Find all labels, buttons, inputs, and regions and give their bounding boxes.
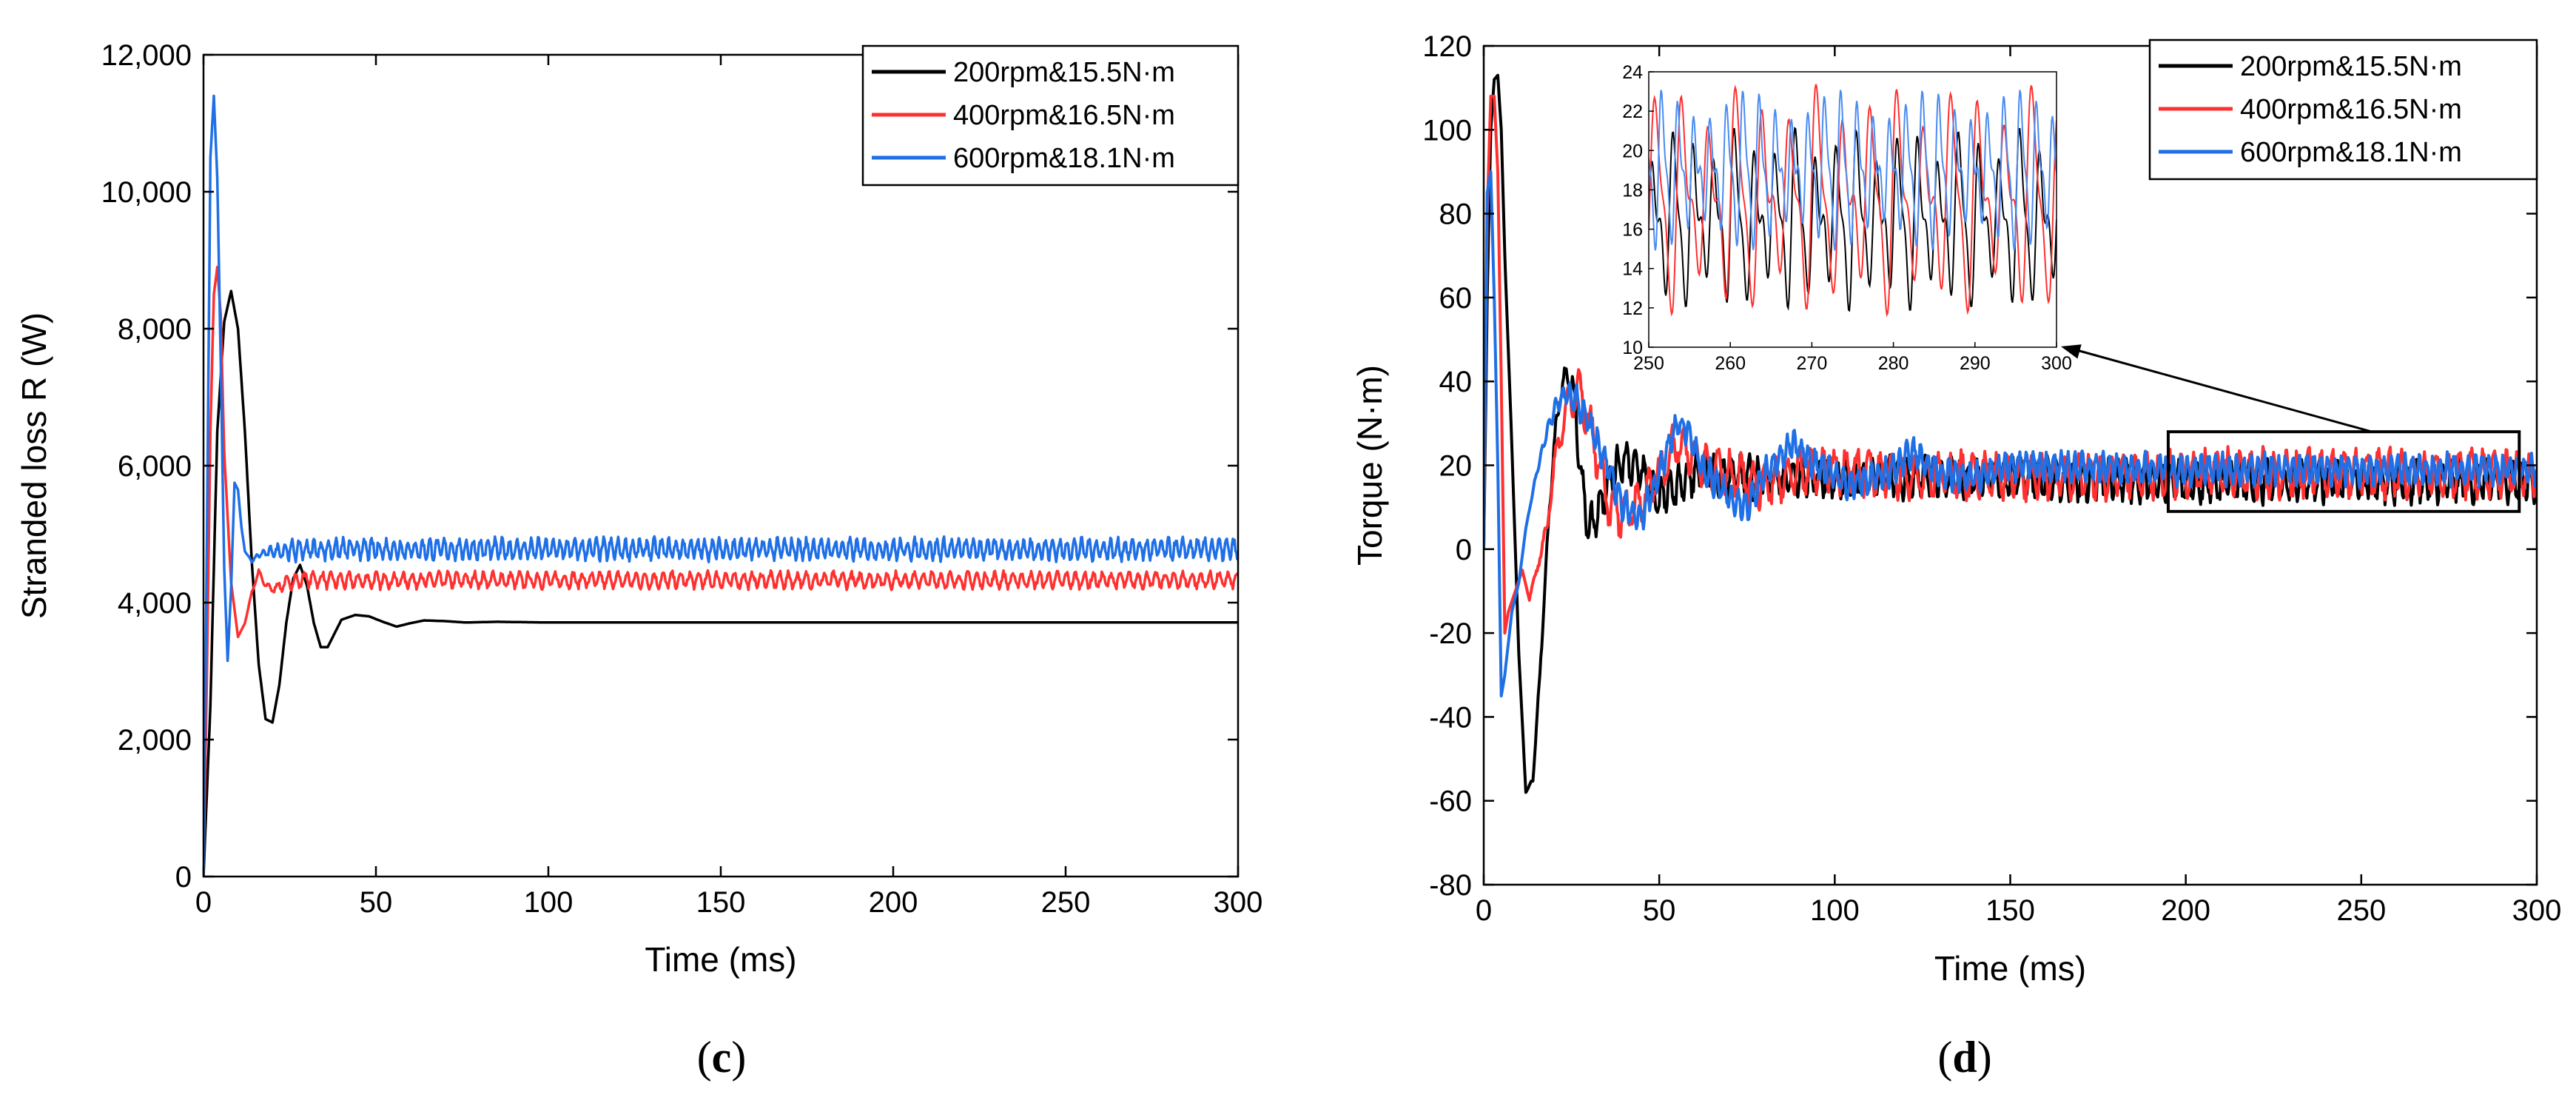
panel-c-y-tick-label: 2,000 xyxy=(118,724,192,757)
panel-c-x-tick-label: 250 xyxy=(1041,886,1091,919)
panel-d-x-tick-label: 300 xyxy=(2512,894,2562,927)
panel-d-plot-area xyxy=(1484,73,2537,794)
inset-y-tick-label: 24 xyxy=(1622,62,1643,83)
inset-series-line-3 xyxy=(1649,90,2057,251)
panel-c-x-tick-label: 100 xyxy=(524,886,574,919)
inset-x-tick-label: 290 xyxy=(1960,353,1991,374)
panel-d-x-tick-label: 100 xyxy=(1810,894,1860,927)
panel-c-plot-area xyxy=(204,94,1238,877)
inset-y-tick-label: 22 xyxy=(1622,101,1643,122)
panel-d-y-tick-label: 40 xyxy=(1439,366,1473,398)
panel-d-y-tick-label: 0 xyxy=(1456,534,1472,566)
panel-d-x-axis-label: Time (ms) xyxy=(1934,949,2086,988)
inset-y-tick-label: 18 xyxy=(1622,180,1643,201)
panel-d-legend-entry-1: 200rpm&15.5N·m xyxy=(2240,51,2462,82)
inset-x-tick-label: 280 xyxy=(1878,353,1909,374)
panel-c-y-tick-label: 6,000 xyxy=(118,450,192,483)
panel-d-legend-entry-3: 600rpm&18.1N·m xyxy=(2240,137,2462,168)
inset-y-tick-label: 14 xyxy=(1622,259,1643,280)
panel-c-y-tick-label: 8,000 xyxy=(118,313,192,346)
inset-y-tick-label: 16 xyxy=(1622,220,1643,241)
panel-d-y-tick-label: 20 xyxy=(1439,450,1473,483)
panel-c-x-axis-label: Time (ms) xyxy=(645,940,796,979)
panel-d-legend: 200rpm&15.5N·m 400rpm&16.5N·m 600rpm&18.1N… xyxy=(2148,38,2538,181)
panel-c: 0 50 100 150 200 250 300 0 2,000 4,000 6,000 8,000 1… xyxy=(15,39,1262,1082)
panel-d-legend-entry-2: 400rpm&16.5N·m xyxy=(2240,94,2462,125)
panel-c-legend-entry-2: 400rpm&16.5N·m xyxy=(953,100,1175,131)
panel-d-y-tick-label: -40 xyxy=(1429,701,1472,734)
panel-c-label-close: ) xyxy=(731,1033,746,1082)
panel-c-series-line-2 xyxy=(204,266,1238,877)
panel-d-y-axis-label: Torque (N·m) xyxy=(1351,365,1389,566)
inset-series-line-2 xyxy=(1649,84,2057,318)
panel-c-y-tick-label: 12,000 xyxy=(101,39,192,72)
panel-d-y-tick-label: 80 xyxy=(1439,198,1473,231)
inset-x-tick-label: 270 xyxy=(1797,353,1828,374)
panel-c-x-tick-label: 200 xyxy=(869,886,918,919)
panel-c-y-axis-label: Stranded loss R (W) xyxy=(15,312,53,619)
panel-c-label: (c) xyxy=(697,1033,747,1082)
inset-y-tick-label: 10 xyxy=(1622,338,1643,358)
panel-d-y-tick-label: 120 xyxy=(1422,30,1472,63)
inset-x-tick-label: 300 xyxy=(2041,353,2072,374)
panel-c-x-tick-label: 150 xyxy=(696,886,746,919)
panel-c-label-open: ( xyxy=(697,1033,712,1082)
panel-d-x-tick-label: 50 xyxy=(1643,894,1676,927)
panel-d-label-open: ( xyxy=(1937,1033,1952,1082)
panel-d: 0 50 100 150 200 250 300 -80 -60 -40 -20 0 20 40 60 80 1… xyxy=(1351,30,2561,1082)
panel-c-x-tick-label: 50 xyxy=(360,886,393,919)
panel-d-y-tick-label: -60 xyxy=(1429,785,1472,818)
inset-frame xyxy=(1648,71,2057,348)
inset-x-tick-label: 250 xyxy=(1633,353,1664,374)
panel-c-y-tick-label: 0 xyxy=(175,861,192,894)
panel-c-y-tick-label: 4,000 xyxy=(118,587,192,620)
panel-d-y-tick-label: 60 xyxy=(1439,282,1473,315)
panel-d-y-tick-label: -80 xyxy=(1429,869,1472,902)
panel-d-series-line-3 xyxy=(1484,170,2537,698)
panel-c-legend-entry-3: 600rpm&18.1N·m xyxy=(953,143,1175,174)
panel-d-zoom-arrowhead xyxy=(2061,344,2082,359)
panel-c-series-line-1 xyxy=(204,289,1238,877)
inset-y-tick-label: 20 xyxy=(1622,141,1643,161)
panel-c-x-tick-label: 0 xyxy=(195,886,212,919)
panel-c-legend-entry-1: 200rpm&15.5N·m xyxy=(953,57,1175,88)
panel-d-label-letter: d xyxy=(1952,1033,1977,1082)
panel-c-legend: 200rpm&15.5N·m 400rpm&16.5N·m 600rpm&18.1N… xyxy=(861,44,1240,187)
panel-d-y-tick-label: -20 xyxy=(1429,617,1472,650)
panel-d-inset: 250 260 270 280 290 300 10 12 14 16 18 20 22 24 xyxy=(1622,62,2072,374)
panel-c-x-tick-label: 300 xyxy=(1214,886,1263,919)
panel-c-y-tick-label: 10,000 xyxy=(101,176,192,209)
panel-d-x-tick-label: 250 xyxy=(2336,894,2386,927)
inset-y-tick-label: 12 xyxy=(1622,298,1643,319)
panel-c-series-line-3 xyxy=(204,94,1238,877)
panel-d-x-tick-label: 150 xyxy=(1985,894,2035,927)
panel-d-zoom-box xyxy=(2166,430,2521,513)
panel-d-ticks: 0 50 100 150 200 250 300 -80 -60 -40 -20 0 20 40 60 80 1… xyxy=(1422,30,2561,927)
panel-c-label-letter: c xyxy=(712,1033,732,1082)
inset-x-tick-label: 260 xyxy=(1715,353,1746,374)
panel-d-y-tick-label: 100 xyxy=(1422,114,1472,147)
panel-d-x-tick-label: 200 xyxy=(2161,894,2210,927)
panel-d-label: (d) xyxy=(1937,1033,1991,1082)
panel-d-zoom-arrow xyxy=(2074,348,2372,433)
panel-d-label-close: ) xyxy=(1977,1033,1992,1082)
panel-d-x-tick-label: 0 xyxy=(1476,894,1492,927)
